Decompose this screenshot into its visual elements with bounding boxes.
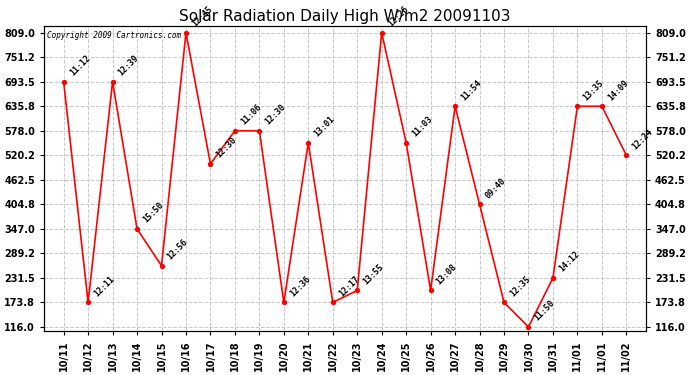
Text: 15:50: 15:50 [141,201,165,225]
Text: 12:30: 12:30 [215,136,239,160]
Text: 12:24: 12:24 [631,127,655,151]
Text: 12:26: 12:26 [386,4,410,28]
Text: 09:40: 09:40 [484,176,508,200]
Text: 11:50: 11:50 [533,299,557,323]
Text: 11:03: 11:03 [411,114,435,138]
Text: 12:45: 12:45 [190,4,214,28]
Text: 12:17: 12:17 [337,274,361,298]
Text: 12:39: 12:39 [117,54,141,78]
Text: 11:12: 11:12 [68,54,92,78]
Text: 13:35: 13:35 [582,78,606,102]
Text: Copyright 2009 Cartronics.com: Copyright 2009 Cartronics.com [47,31,181,40]
Text: 12:36: 12:36 [288,274,312,298]
Text: 12:56: 12:56 [166,238,190,262]
Text: 12:30: 12:30 [264,103,288,127]
Title: Solar Radiation Daily High W/m2 20091103: Solar Radiation Daily High W/m2 20091103 [179,9,511,24]
Text: 12:11: 12:11 [92,274,117,298]
Text: 12:35: 12:35 [509,274,532,298]
Text: 13:08: 13:08 [435,262,459,286]
Text: 13:55: 13:55 [362,262,386,286]
Text: 13:01: 13:01 [313,114,337,138]
Text: 11:06: 11:06 [239,103,263,127]
Text: 11:54: 11:54 [460,78,483,102]
Text: 14:12: 14:12 [557,250,581,274]
Text: 14:09: 14:09 [606,78,630,102]
